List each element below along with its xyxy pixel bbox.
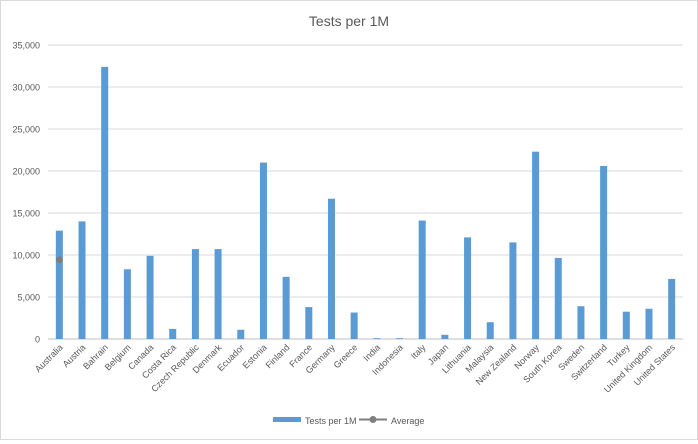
x-tick-label: Greece [332, 342, 360, 370]
legend: Tests per 1M Average [273, 416, 424, 426]
bar [237, 329, 245, 339]
y-tick-label: 15,000 [12, 209, 40, 219]
bar [305, 307, 313, 339]
legend-label-tests: Tests per 1M [305, 416, 357, 426]
bar [577, 306, 585, 339]
y-tick-label: 30,000 [12, 83, 40, 93]
x-axis: AustraliaAustriaBahrainBelgiumCanadaCost… [33, 342, 678, 395]
bar [282, 276, 290, 339]
bar [146, 255, 154, 339]
x-tick-label: Finland [264, 342, 292, 370]
y-tick-label: 20,000 [12, 167, 40, 177]
bar [418, 220, 426, 339]
bar [464, 237, 472, 339]
legend-swatch-tests [273, 417, 301, 422]
y-tick-label: 25,000 [12, 125, 40, 135]
y-tick-label: 10,000 [12, 251, 40, 261]
bar [55, 230, 63, 339]
average-marker [55, 256, 63, 264]
bar [668, 278, 676, 339]
average-series [55, 256, 63, 264]
y-tick-label: 0 [35, 335, 40, 345]
bar [532, 151, 540, 339]
x-tick-label: Australia [33, 342, 65, 374]
bar-series [55, 66, 676, 339]
x-tick-label: New Zealand [474, 342, 519, 387]
bar [327, 198, 335, 339]
gridlines [48, 44, 683, 340]
x-tick-label: Italy [409, 342, 428, 361]
bar [509, 242, 517, 339]
chart-title: Tests per 1M [309, 13, 389, 29]
bar [486, 322, 494, 339]
bar [123, 269, 131, 339]
bar [396, 338, 404, 339]
bar [600, 165, 608, 339]
bar [169, 328, 177, 339]
y-tick-label: 35,000 [12, 41, 40, 51]
bar [441, 334, 449, 339]
bar [101, 66, 109, 339]
bar [78, 221, 86, 339]
bar [645, 308, 653, 339]
bar [350, 312, 358, 339]
bar [191, 249, 199, 339]
y-tick-label: 5,000 [17, 293, 40, 303]
bar [554, 257, 562, 339]
bar [214, 249, 222, 339]
legend-marker-average [369, 416, 377, 423]
y-axis: 0 5,000 10,000 15,000 20,000 25,000 30,000 35,0… [12, 41, 40, 345]
x-tick-label: Estonia [241, 342, 269, 370]
bar [259, 162, 267, 339]
bar [622, 311, 630, 339]
legend-label-average: Average [391, 416, 424, 426]
bar [373, 338, 381, 339]
